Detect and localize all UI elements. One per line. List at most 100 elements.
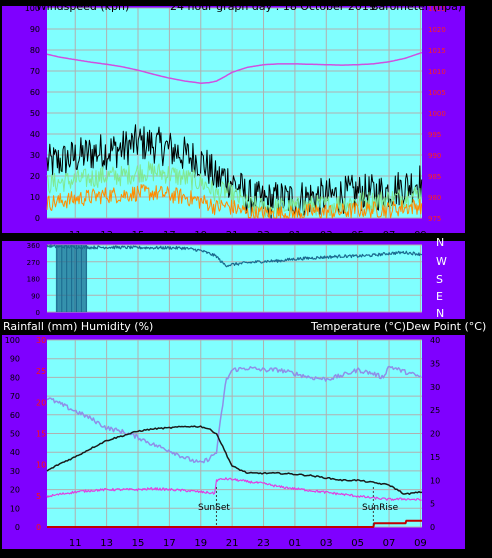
wind-low-line <box>46 184 423 219</box>
humidity-tick-label: 30 <box>10 467 20 476</box>
windspeed-tick-label: 100 <box>25 4 40 13</box>
x-tick-label: 09 <box>414 230 427 241</box>
x-tick-label: 11 <box>69 538 82 549</box>
x-tick-label: 15 <box>132 538 145 549</box>
x-tick-label: 13 <box>100 538 113 549</box>
rainfall-tick-label: 15 <box>36 430 46 439</box>
temperature-tick-label: 35 <box>430 359 440 368</box>
direction-tick-label: 180 <box>27 276 40 284</box>
wind-direction-line <box>46 244 423 268</box>
windspeed-tick-label: 30 <box>30 151 40 160</box>
rainfall-tick-label: 30 <box>36 336 46 345</box>
rainfall-tick-label: 20 <box>36 398 46 407</box>
barometer-tick-label: 990 <box>428 152 441 160</box>
barometer-tick-label: 1010 <box>428 68 446 76</box>
temperature-line <box>46 425 422 496</box>
barometer-tick-label: 975 <box>428 215 441 223</box>
x-tick-label: 15 <box>132 230 145 241</box>
rainfall-tick-label: 10 <box>36 461 46 470</box>
x-tick-label: 01 <box>289 538 302 549</box>
wind-avg-line <box>46 161 423 218</box>
x-tick-label: 11 <box>69 230 82 241</box>
humidity-tick-label: 50 <box>10 430 20 439</box>
rainfall-humidity-axis-title: Rainfall (mm) Humidity (%) <box>3 320 153 333</box>
barometer-tick-label: 1020 <box>428 26 446 34</box>
temperature-tick-label: 20 <box>430 430 440 439</box>
humidity-line <box>46 365 422 464</box>
compass-label: S <box>436 273 443 286</box>
temperature-tick-label: 5 <box>430 500 435 509</box>
temperature-tick-label: 0 <box>430 523 435 532</box>
barometer-tick-label: 985 <box>428 173 441 181</box>
compass-label: N <box>436 307 444 320</box>
windspeed-tick-label: 60 <box>30 88 40 97</box>
x-tick-label: 07 <box>383 230 396 241</box>
temperature-tick-label: 15 <box>430 453 440 462</box>
sunset-label: SunSet <box>198 503 230 513</box>
windspeed-tick-label: 70 <box>30 67 40 76</box>
temperature-tick-label: 40 <box>430 336 440 345</box>
humidity-tick-label: 10 <box>10 504 20 513</box>
barometer-axis-title: Barometer (hpa) <box>371 0 462 13</box>
x-tick-label: 13 <box>100 230 113 241</box>
barometer-tick-label: 1015 <box>428 47 446 55</box>
humidity-tick-label: 90 <box>10 355 20 364</box>
barometer-line <box>46 51 423 84</box>
x-tick-label: 01 <box>289 230 302 241</box>
rainfall-line <box>47 519 422 528</box>
direction-tick-label: 270 <box>27 259 40 267</box>
compass-label: N <box>436 236 444 249</box>
chart-title: 24 hour graph day : 18 October 2019 <box>170 0 376 13</box>
sunrise-label: SunRise <box>362 503 399 513</box>
windspeed-tick-label: 90 <box>30 25 40 34</box>
windspeed-tick-label: 10 <box>30 193 40 202</box>
temperature-tick-label: 30 <box>430 383 440 392</box>
direction-tick-label: 360 <box>27 242 40 250</box>
temperature-tick-label: 10 <box>430 476 440 485</box>
rainfall-tick-label: 25 <box>36 367 46 376</box>
x-tick-label: 21 <box>226 538 239 549</box>
dewpoint-line <box>46 477 422 501</box>
x-tick-label: 09 <box>414 538 427 549</box>
rainfall-tick-label: 5 <box>36 492 41 501</box>
x-tick-label: 07 <box>383 538 396 549</box>
humidity-tick-label: 80 <box>10 373 20 382</box>
windspeed-tick-label: 0 <box>35 214 40 223</box>
barometer-tick-label: 1025 <box>428 5 446 13</box>
windspeed-tick-label: 80 <box>30 46 40 55</box>
x-tick-label: 17 <box>163 230 176 241</box>
humidity-tick-label: 100 <box>5 336 20 345</box>
x-tick-label: 23 <box>257 538 270 549</box>
data-series <box>46 51 423 528</box>
x-tick-label: 21 <box>226 230 239 241</box>
humidity-tick-label: 0 <box>15 523 20 532</box>
rainfall-tick-label: 0 <box>36 523 41 532</box>
x-tick-label: 19 <box>194 230 207 241</box>
windspeed-tick-label: 40 <box>30 130 40 139</box>
compass-label: W <box>436 255 447 268</box>
compass-label: E <box>436 290 443 303</box>
humidity-tick-label: 40 <box>10 448 20 457</box>
temperature-dewpoint-axis-title: Temperature (°C)Dew Point (°C) <box>310 320 486 333</box>
x-tick-label: 05 <box>351 538 364 549</box>
windspeed-tick-label: 50 <box>30 109 40 118</box>
x-tick-label: 19 <box>194 538 207 549</box>
humidity-tick-label: 20 <box>10 486 20 495</box>
direction-tick-label: 90 <box>31 292 40 300</box>
x-tick-label: 03 <box>320 538 333 549</box>
windspeed-tick-label: 20 <box>30 172 40 181</box>
humidity-tick-label: 70 <box>10 392 20 401</box>
temperature-tick-label: 25 <box>430 406 440 415</box>
x-tick-label: 03 <box>320 230 333 241</box>
direction-tick-label: 0 <box>36 309 40 317</box>
x-tick-label: 05 <box>351 230 364 241</box>
barometer-tick-label: 995 <box>428 131 441 139</box>
x-tick-label: 23 <box>257 230 270 241</box>
barometer-tick-label: 980 <box>428 194 441 202</box>
barometer-tick-label: 1005 <box>428 89 446 97</box>
wind-gust-line <box>46 124 423 219</box>
windspeed-axis-title: Windspeed (kph) <box>36 0 129 13</box>
